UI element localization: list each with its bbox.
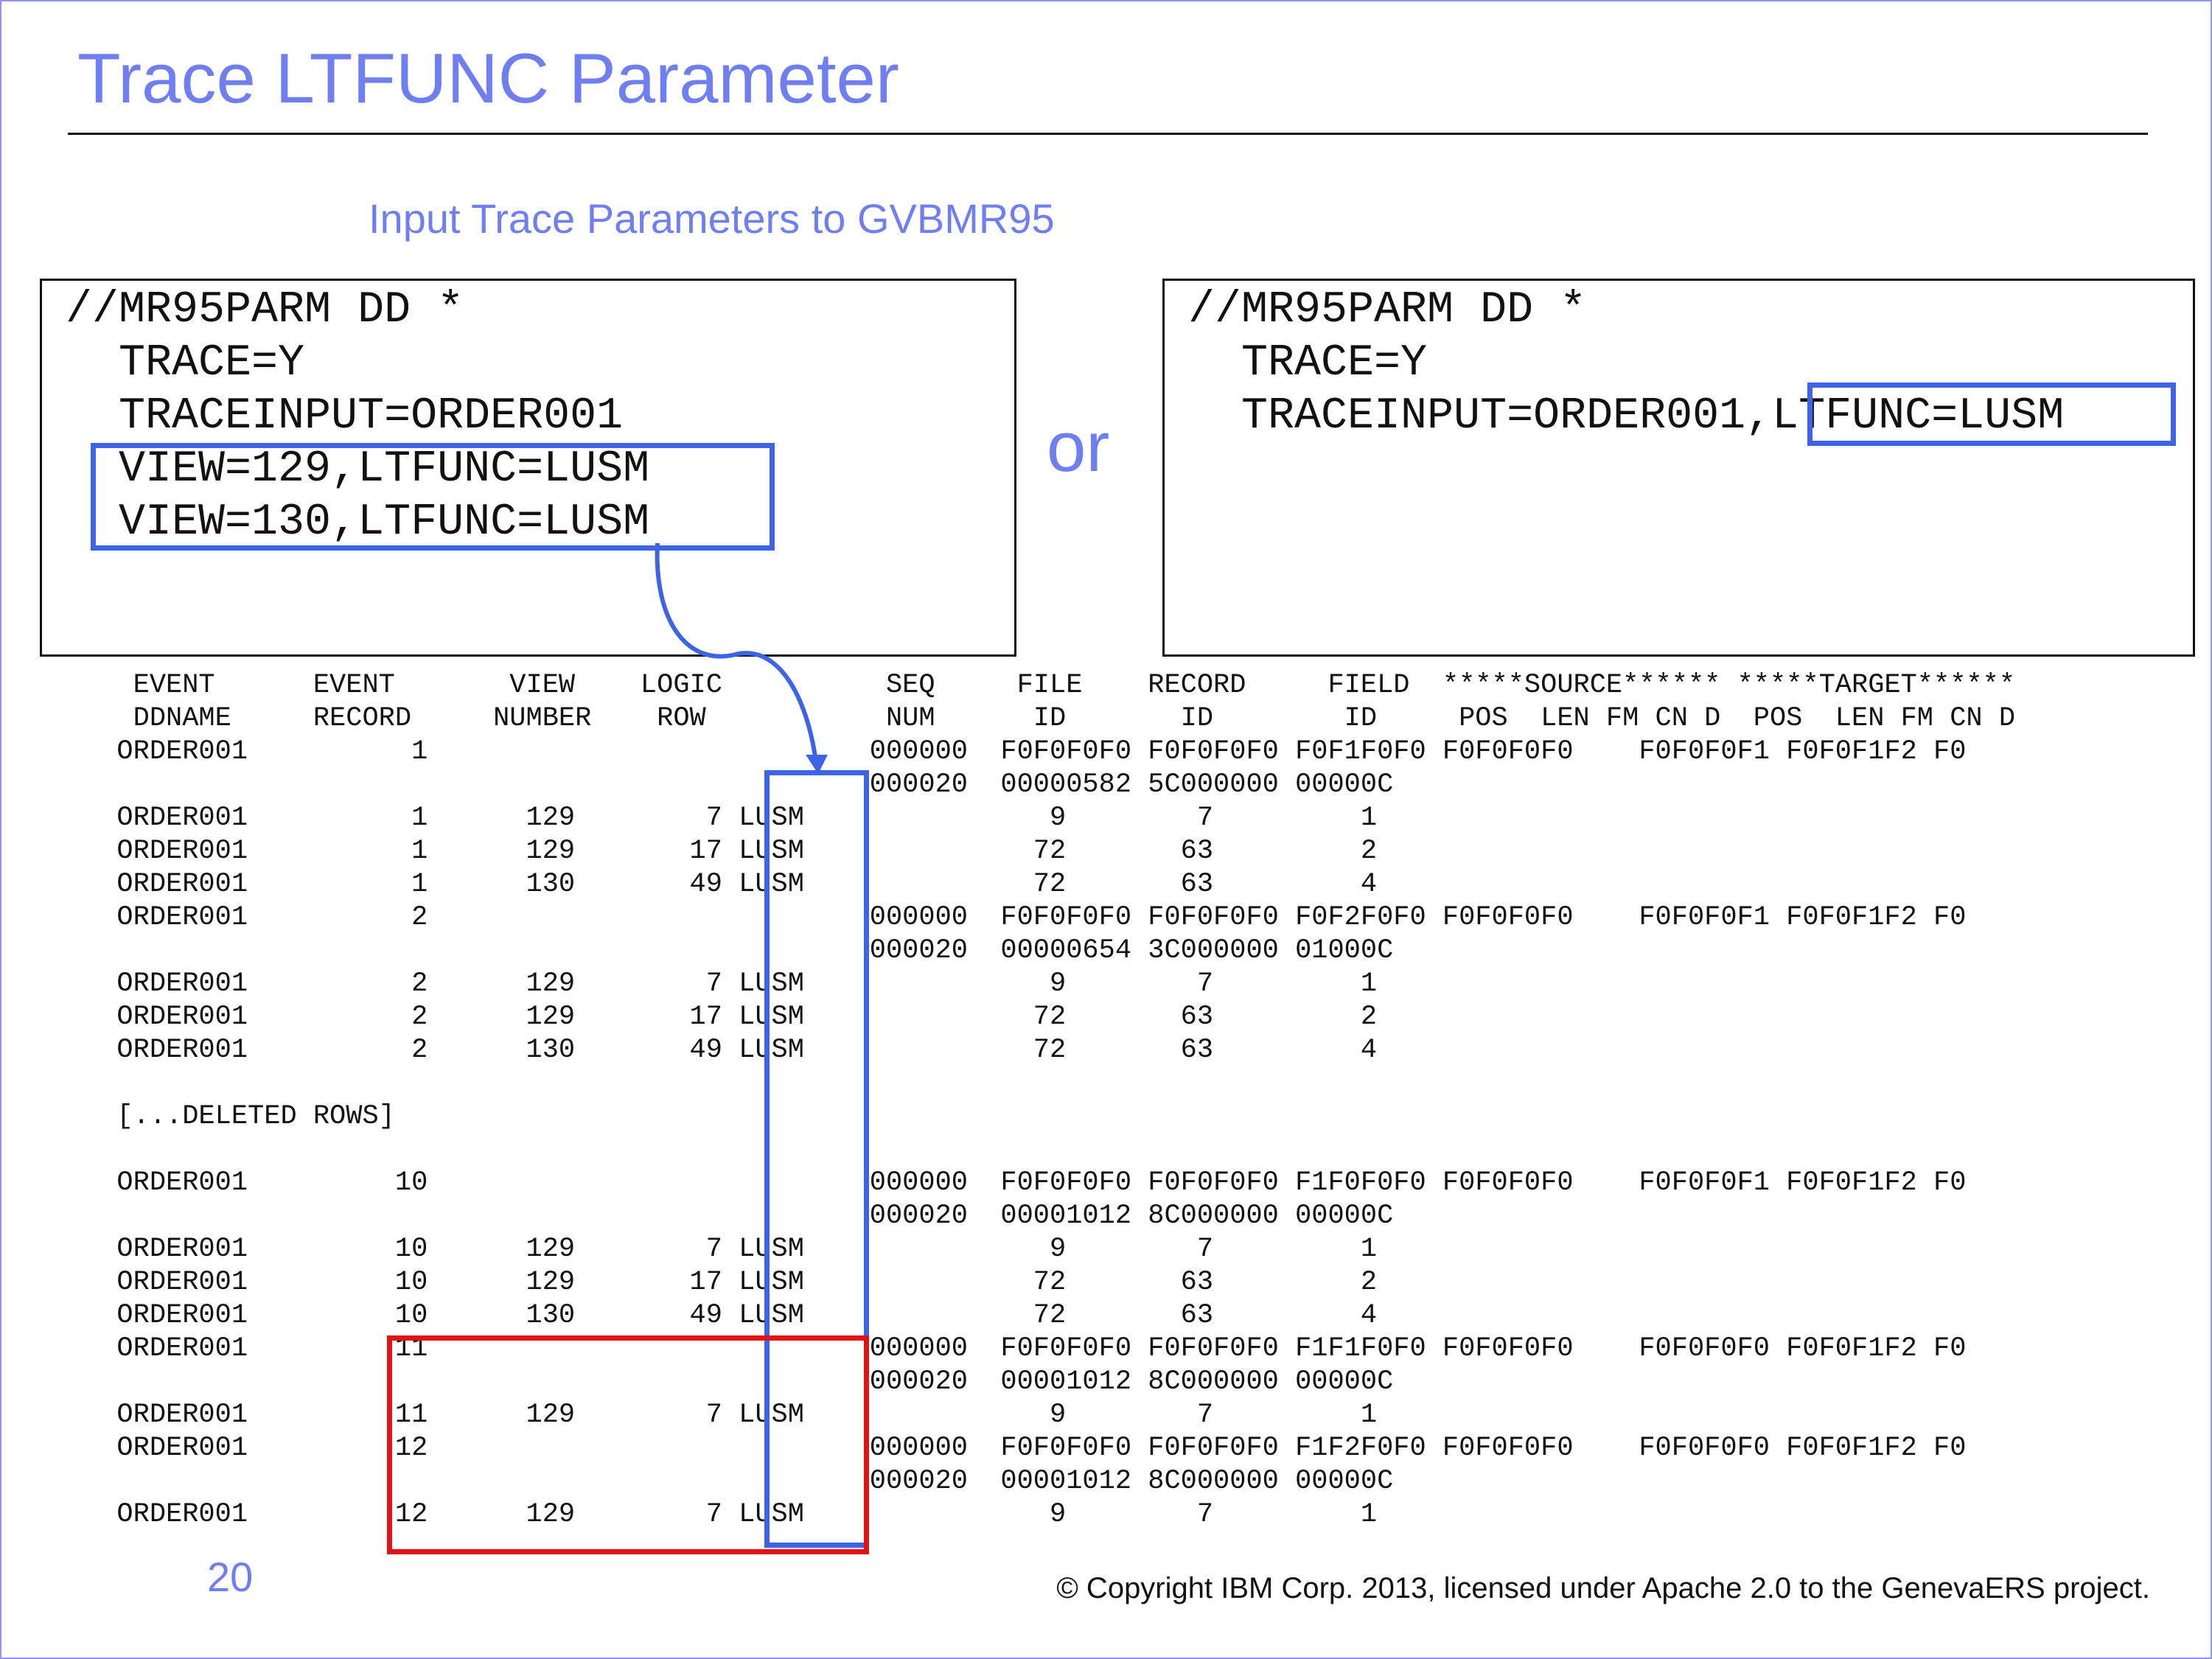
trace-line: ORDER001 10 130 49 LUSM 72 63 4: [84, 1300, 1378, 1331]
trace-line: [...DELETED ROWS]: [84, 1101, 395, 1132]
trace-line: ORDER001 1 129 7 LUSM 9 7 1: [84, 803, 1378, 834]
ltfunc-parameter-highlight: [1807, 383, 2176, 446]
trace-line: ORDER001 1 129 17 LUSM 72 63 2: [84, 836, 1378, 867]
jcl-right-line: TRACEINPUT=ORDER001,LTFUNC=LUSM: [1188, 391, 2065, 441]
arrow-head: [806, 755, 828, 774]
copyright-notice: © Copyright IBM Corp. 2013, licensed und…: [1056, 1572, 2150, 1604]
arrow-curve: [655, 542, 818, 763]
trace-line: 000020 00000582 5C000000 00000C: [84, 769, 1394, 800]
jcl-left-line: //MR95PARM DD *: [66, 285, 464, 335]
trace-line: ORDER001 11 000000 F0F0F0F0 F0F0F0F0 F1F…: [84, 1333, 1967, 1364]
jcl-right-line: TRACE=Y: [1188, 338, 1428, 388]
slide-title: Trace LTFUNC Parameter: [77, 39, 899, 118]
trace-line: ORDER001 2 130 49 LUSM 72 63 4: [84, 1035, 1378, 1066]
jcl-left-line: VIEW=130,LTFUNC=LUSM: [66, 497, 650, 548]
jcl-left-box: //MR95PARM DD * TRACE=Y TRACEINPUT=ORDER…: [40, 279, 1016, 657]
trace-line: ORDER001 12 129 7 LUSM 9 7 1: [84, 1499, 1378, 1530]
trace-line: ORDER001 10 129 17 LUSM 72 63 2: [84, 1267, 1378, 1298]
jcl-right-line: //MR95PARM DD *: [1188, 285, 1587, 335]
jcl-left-line: TRACE=Y: [66, 338, 305, 388]
trace-line: ORDER001 11 129 7 LUSM 9 7 1: [84, 1400, 1378, 1431]
jcl-right-box: //MR95PARM DD * TRACE=Y TRACEINPUT=ORDER…: [1162, 279, 2195, 657]
subtitle: Input Trace Parameters to GVBMR95: [369, 195, 1055, 242]
trace-line: ORDER001 10 129 7 LUSM 9 7 1: [84, 1234, 1378, 1265]
view-ltfunc-highlight: [91, 443, 775, 551]
trace-line: 000020 00001012 8C000000 00000C: [84, 1466, 1394, 1497]
trace-line: 000020 00000654 3C000000 01000C: [84, 935, 1394, 966]
trace-line: ORDER001 2 129 17 LUSM 72 63 2: [84, 1002, 1378, 1033]
records-11-12-highlight: [387, 1335, 869, 1554]
page-number: 20: [207, 1554, 254, 1600]
trace-line: ORDER001 10 000000 F0F0F0F0 F0F0F0F0 F1F…: [84, 1167, 1967, 1198]
jcl-left-line: TRACEINPUT=ORDER001: [66, 391, 624, 441]
jcl-left-line: VIEW=129,LTFUNC=LUSM: [66, 444, 650, 495]
trace-line: 000020 00001012 8C000000 00000C: [84, 1366, 1394, 1397]
trace-line: DDNAME RECORD NUMBER ROW NUM ID ID ID PO…: [84, 703, 2016, 734]
lusm-column-highlight: [764, 770, 869, 1548]
trace-line: ORDER001 2 129 7 LUSM 9 7 1: [84, 968, 1378, 999]
trace-line: EVENT EVENT VIEW LOGIC SEQ FILE RECORD F…: [84, 670, 2016, 701]
trace-line: ORDER001 2 000000 F0F0F0F0 F0F0F0F0 F0F2…: [84, 902, 1967, 933]
trace-line: ORDER001 1 000000 F0F0F0F0 F0F0F0F0 F0F1…: [84, 736, 1967, 767]
trace-line: 000020 00001012 8C000000 00000C: [84, 1201, 1394, 1232]
trace-line: ORDER001 1 130 49 LUSM 72 63 4: [84, 869, 1378, 900]
trace-line: ORDER001 12 000000 F0F0F0F0 F0F0F0F0 F1F…: [84, 1433, 1967, 1464]
title-divider: [68, 133, 2148, 135]
or-label: or: [1047, 408, 1110, 486]
